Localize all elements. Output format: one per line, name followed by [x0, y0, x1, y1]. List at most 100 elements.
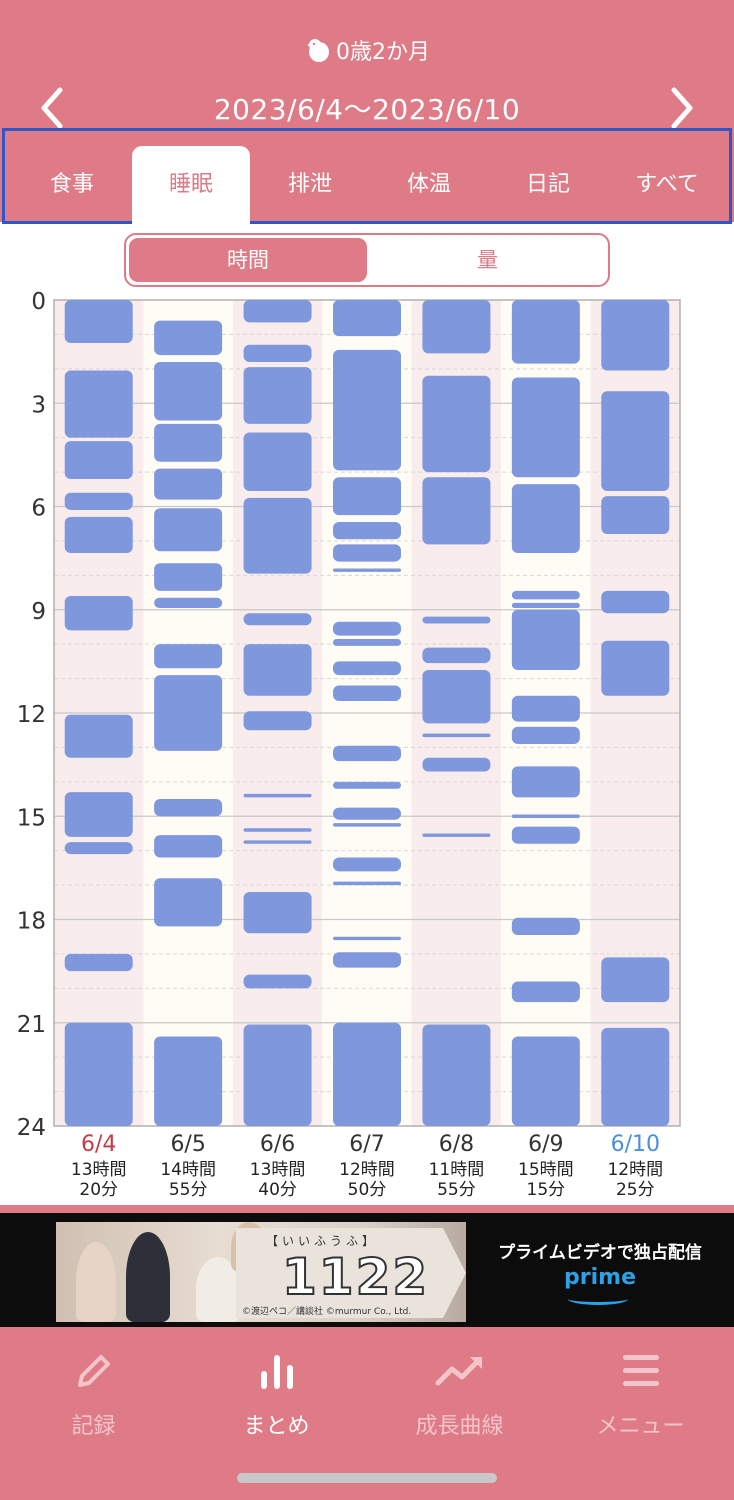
day-date-label: 6/6 — [260, 1132, 295, 1157]
sleep-block — [333, 639, 401, 646]
toggle-time-button[interactable]: 時間 — [129, 238, 367, 282]
sleep-block — [422, 375, 491, 473]
ad-tagline: プライムビデオで独占配信 — [498, 1243, 702, 1263]
sleep-block — [243, 300, 312, 323]
tab-temperature[interactable]: 体温 — [406, 172, 451, 197]
home-indicator — [237, 1473, 497, 1483]
sleep-block — [333, 544, 401, 562]
day-total-hours: 14時間 — [160, 1160, 216, 1180]
nav-summary[interactable]: まとめ — [185, 1348, 368, 1440]
sleep-block — [601, 1027, 670, 1126]
day-total-minutes: 15分 — [527, 1180, 566, 1200]
sleep-block — [154, 1036, 223, 1126]
y-tick-label: 6 — [31, 496, 46, 522]
date-range: 2023/6/4〜2023/6/10 — [213, 93, 521, 126]
sleep-block — [333, 857, 401, 872]
y-tick-label: 18 — [17, 909, 46, 935]
nav-record-label: 記録 — [71, 1414, 116, 1439]
sleep-block — [154, 468, 223, 500]
sleep-block — [422, 616, 491, 624]
sleep-block — [243, 644, 312, 696]
sleep-block — [422, 757, 491, 772]
y-tick-label: 21 — [17, 1012, 46, 1038]
nav-menu[interactable]: メニュー — [549, 1348, 732, 1440]
sleep-block — [511, 695, 580, 722]
sleep-block — [422, 1024, 491, 1126]
sleep-block — [333, 823, 401, 827]
sleep-block — [333, 300, 401, 337]
sleep-block — [333, 1022, 401, 1126]
day-date-label: 6/8 — [439, 1132, 474, 1157]
sleep-block — [333, 661, 401, 676]
tab-diary[interactable]: 日記 — [525, 172, 570, 197]
age-indicator: 0歳2か月 — [0, 34, 734, 66]
nav-growth-curve[interactable]: 成長曲線 — [368, 1348, 551, 1440]
sleep-block — [601, 640, 670, 696]
category-tabs: 食事 睡眠 排泄 体温 日記 すべて — [2, 128, 732, 224]
sleep-block — [511, 377, 580, 478]
sleep-block — [64, 595, 133, 631]
ad-brackets: 【いいふうふ】 — [266, 1234, 379, 1248]
sleep-block — [511, 826, 580, 844]
sleep-block — [154, 563, 223, 591]
nav-record[interactable]: 記録 — [2, 1348, 185, 1440]
sleep-block — [243, 613, 312, 626]
age-text: 0歳2か月 — [336, 40, 430, 65]
sleep-block — [243, 344, 312, 362]
day-total-hours: 13時間 — [71, 1160, 127, 1180]
day-total-hours: 12時間 — [339, 1160, 395, 1180]
menu-icon — [549, 1348, 732, 1394]
sleep-block — [333, 568, 401, 572]
sleep-block — [511, 917, 580, 935]
y-tick-label: 24 — [17, 1115, 46, 1141]
tab-excretion[interactable]: 排泄 — [287, 172, 332, 197]
day-total-hours: 13時間 — [250, 1160, 306, 1180]
toggle-amount-button[interactable]: 量 — [477, 248, 498, 272]
sleep-block — [64, 953, 133, 972]
prime-smile-icon — [568, 1293, 628, 1305]
sleep-block — [511, 590, 580, 600]
sleep-block — [422, 669, 491, 724]
ad-content[interactable]: 【いいふうふ】 1122 ©渡辺ペコ／講談社 ©murmur Co., Ltd.… — [0, 1213, 734, 1327]
ad-credit: ©渡辺ペコ／講談社 ©murmur Co., Ltd. — [242, 1307, 412, 1317]
day-total-minutes: 25分 — [616, 1180, 655, 1200]
sleep-block — [154, 878, 223, 927]
sleep-block — [243, 828, 312, 832]
sleep-block — [154, 835, 223, 858]
tab-sleep[interactable]: 睡眠 — [132, 146, 250, 224]
sleep-block — [64, 714, 133, 758]
day-date-label: 6/5 — [170, 1132, 205, 1157]
day-total-minutes: 40分 — [258, 1180, 297, 1200]
nav-summary-label: まとめ — [243, 1414, 310, 1439]
tab-all[interactable]: すべて — [635, 172, 699, 197]
sleep-block — [511, 981, 580, 1003]
sleep-block — [154, 675, 223, 751]
sleep-block — [64, 516, 133, 553]
sleep-block — [64, 370, 133, 438]
sleep-block — [243, 711, 312, 731]
day-date-label: 6/7 — [349, 1132, 384, 1157]
sleep-block — [64, 300, 133, 344]
sleep-block — [511, 609, 580, 670]
y-tick-label: 9 — [31, 599, 46, 625]
sleep-block — [333, 781, 401, 789]
sleep-block — [333, 621, 401, 636]
ad-banner[interactable]: 【いいふうふ】 1122 ©渡辺ペコ／講談社 ©murmur Co., Ltd.… — [0, 1205, 734, 1332]
prime-logo: prime — [564, 1265, 636, 1290]
tab-meal[interactable]: 食事 — [49, 172, 94, 197]
sleep-block — [243, 367, 312, 424]
sleep-block — [64, 441, 133, 479]
prev-week-arrow-icon[interactable] — [36, 86, 66, 130]
next-week-arrow-icon[interactable] — [668, 86, 698, 130]
day-date-label: 6/4 — [81, 1132, 116, 1157]
day-date-label: 6/9 — [528, 1132, 563, 1157]
sleep-block — [333, 477, 401, 516]
day-total-minutes: 20分 — [79, 1180, 118, 1200]
day-total-hours: 11時間 — [429, 1160, 485, 1180]
sleep-block — [154, 644, 223, 669]
sleep-block — [154, 508, 223, 552]
sleep-block — [154, 361, 223, 421]
sleep-block — [333, 807, 401, 820]
sleep-block — [64, 792, 133, 837]
sleep-block — [243, 432, 312, 492]
